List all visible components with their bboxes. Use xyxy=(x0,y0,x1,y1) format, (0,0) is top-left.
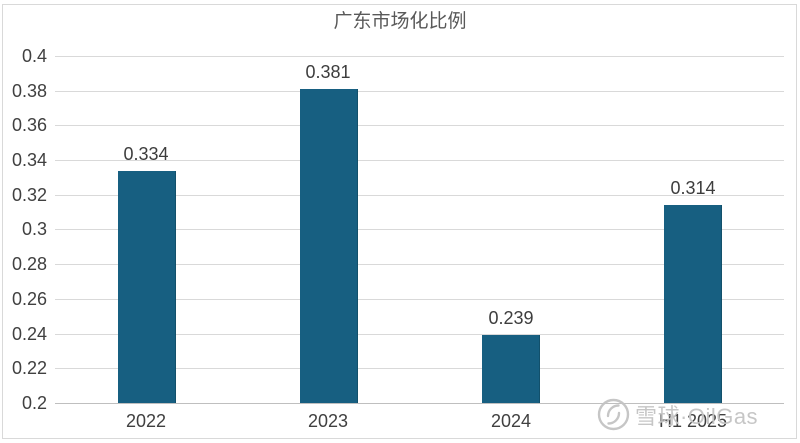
y-axis-tick-label: 0.34 xyxy=(11,150,47,170)
y-gridline xyxy=(55,299,784,300)
y-gridline xyxy=(55,160,784,161)
y-axis-tick-label: 0.28 xyxy=(11,254,47,274)
x-axis-tick-label: 2022 xyxy=(125,411,167,431)
y-axis-tick-label: 0.38 xyxy=(11,81,47,101)
bar-value-label: 0.239 xyxy=(488,308,534,328)
y-axis-tick-label: 0.36 xyxy=(11,115,47,135)
y-gridline xyxy=(55,56,784,57)
x-axis-tick-label: 2024 xyxy=(490,411,532,431)
y-gridline xyxy=(55,91,784,92)
y-axis-tick-label: 0.3 xyxy=(21,219,47,239)
bar-2024 xyxy=(482,335,540,403)
y-axis-tick-label: 0.24 xyxy=(11,324,47,344)
y-gridline xyxy=(55,334,784,335)
x-axis-tick-label: 2023 xyxy=(307,411,349,431)
bar-2023 xyxy=(300,89,358,403)
bar-value-label: 0.381 xyxy=(305,62,351,82)
chart-title: 广东市场化比例 xyxy=(333,11,467,32)
y-gridline xyxy=(55,229,784,230)
y-gridline xyxy=(55,368,784,369)
y-axis-tick-label: 0.22 xyxy=(11,358,47,378)
x-axis-tick-label: H1 2025 xyxy=(658,411,728,431)
y-gridline xyxy=(55,125,784,126)
y-axis-tick-label: 0.26 xyxy=(11,289,47,309)
bar-value-label: 0.334 xyxy=(123,144,169,164)
bar-value-label: 0.314 xyxy=(670,178,716,198)
y-gridline xyxy=(55,195,784,196)
y-axis-tick-label: 0.32 xyxy=(11,185,47,205)
x-axis-line xyxy=(55,403,784,404)
bar-h1-2025 xyxy=(664,205,722,403)
y-axis-tick-label: 0.2 xyxy=(21,393,47,413)
bar-2022 xyxy=(118,171,176,403)
y-axis-tick-label: 0.4 xyxy=(21,46,47,66)
y-gridline xyxy=(55,264,784,265)
